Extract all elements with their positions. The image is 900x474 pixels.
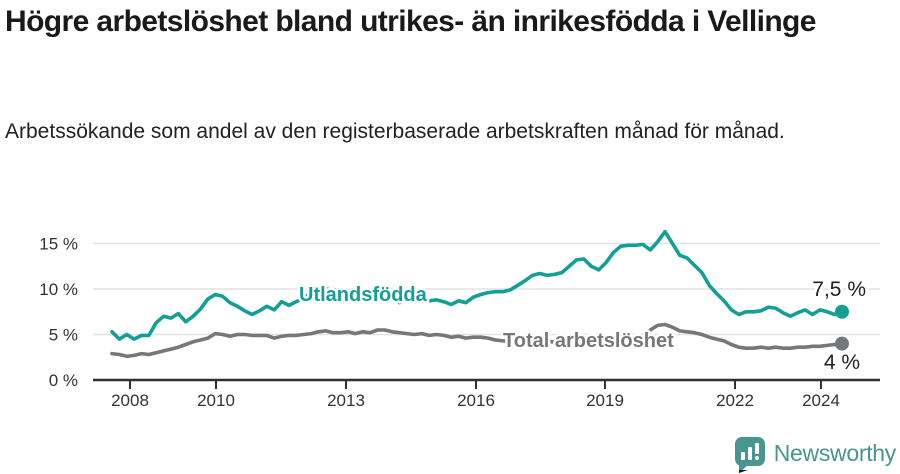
series-end-dot-utlandsfodda bbox=[835, 304, 849, 319]
x-tick-label-2024: 2024 bbox=[802, 391, 840, 410]
newsworthy-wordmark: Newsworthy bbox=[773, 439, 897, 466]
series-label-utlandsfodda: Utlandsfödda bbox=[299, 284, 428, 306]
chart-subtitle: Arbetssökande som andel av den registerb… bbox=[5, 120, 785, 143]
x-tick-label-2013: 2013 bbox=[327, 391, 365, 410]
newsworthy-logo[interactable]: Newsworthy bbox=[734, 436, 897, 473]
y-axis-labels: 0 % 5 % 10 % 15 % bbox=[39, 235, 78, 391]
x-tick-label-2008: 2008 bbox=[111, 391, 149, 410]
x-axis-ticks bbox=[129, 381, 822, 389]
series-label-total-arbetsloshet: Total arbetslöshet bbox=[503, 330, 674, 352]
series-line-total-arbetsloshet bbox=[110, 322, 844, 359]
newsworthy-chart-bubble-icon bbox=[734, 436, 765, 473]
y-tick-label-0: 0 % bbox=[49, 371, 78, 390]
end-value-label-total: 4 % bbox=[824, 351, 860, 374]
page-title: Högre arbetslöshet bland utrikes- än inr… bbox=[5, 5, 816, 38]
series-end-dot-total bbox=[835, 336, 849, 351]
x-tick-label-2010: 2010 bbox=[197, 391, 235, 410]
x-tick-label-2016: 2016 bbox=[457, 391, 495, 410]
x-tick-label-2022: 2022 bbox=[716, 391, 754, 410]
gridlines bbox=[93, 242, 880, 336]
x-axis-labels: 2008 2010 2013 2016 2019 2022 2024 bbox=[111, 391, 840, 410]
line-chart: 2008 2010 2013 2016 2019 2022 2024 0 % 5 % 10 % 1… bbox=[39, 229, 880, 410]
end-value-label-utlandsfodda: 7,5 % bbox=[812, 278, 866, 301]
y-tick-label-15: 15 % bbox=[39, 235, 78, 254]
y-tick-label-5: 5 % bbox=[49, 326, 78, 345]
series-line-utlandsfodda bbox=[110, 229, 844, 341]
y-tick-label-10: 10 % bbox=[39, 280, 78, 299]
x-tick-label-2019: 2019 bbox=[586, 391, 624, 410]
